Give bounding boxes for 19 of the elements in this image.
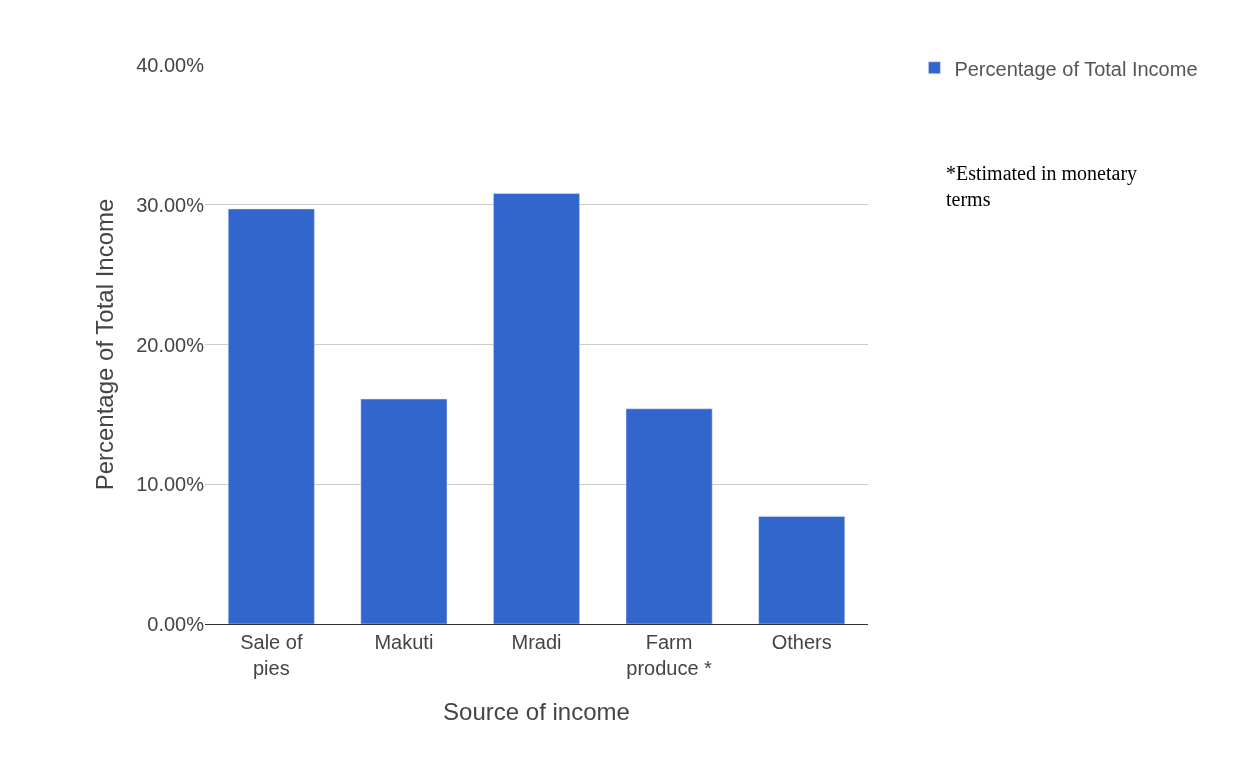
- x-tick-label: Others: [771, 631, 832, 653]
- legend-label: Percentage of Total Income: [954, 57, 1198, 80]
- text: *Estimated in monetary terms: [946, 162, 1138, 210]
- bar: [360, 398, 448, 624]
- y-tick-label: 0.00%: [147, 613, 205, 635]
- y-tick-label: 20.00%: [136, 333, 205, 356]
- x-tick-label: Sale of pies: [240, 631, 303, 679]
- x-tick-label: Mradi: [511, 631, 562, 653]
- y-tick-label: 40.00%: [136, 54, 205, 76]
- bar: [227, 208, 315, 624]
- x-axis-title: Source of income: [443, 698, 630, 726]
- x-tick-label: Farm produce *: [626, 631, 713, 679]
- y-axis-title: Percentage of Total Income: [91, 198, 119, 491]
- y-tick-label: 10.00%: [136, 473, 205, 496]
- bar: [758, 516, 846, 624]
- x-tick-label: Makuti: [374, 631, 434, 653]
- bar: [625, 408, 713, 624]
- bar: [493, 193, 580, 624]
- y-tick-label: 30.00%: [136, 193, 205, 216]
